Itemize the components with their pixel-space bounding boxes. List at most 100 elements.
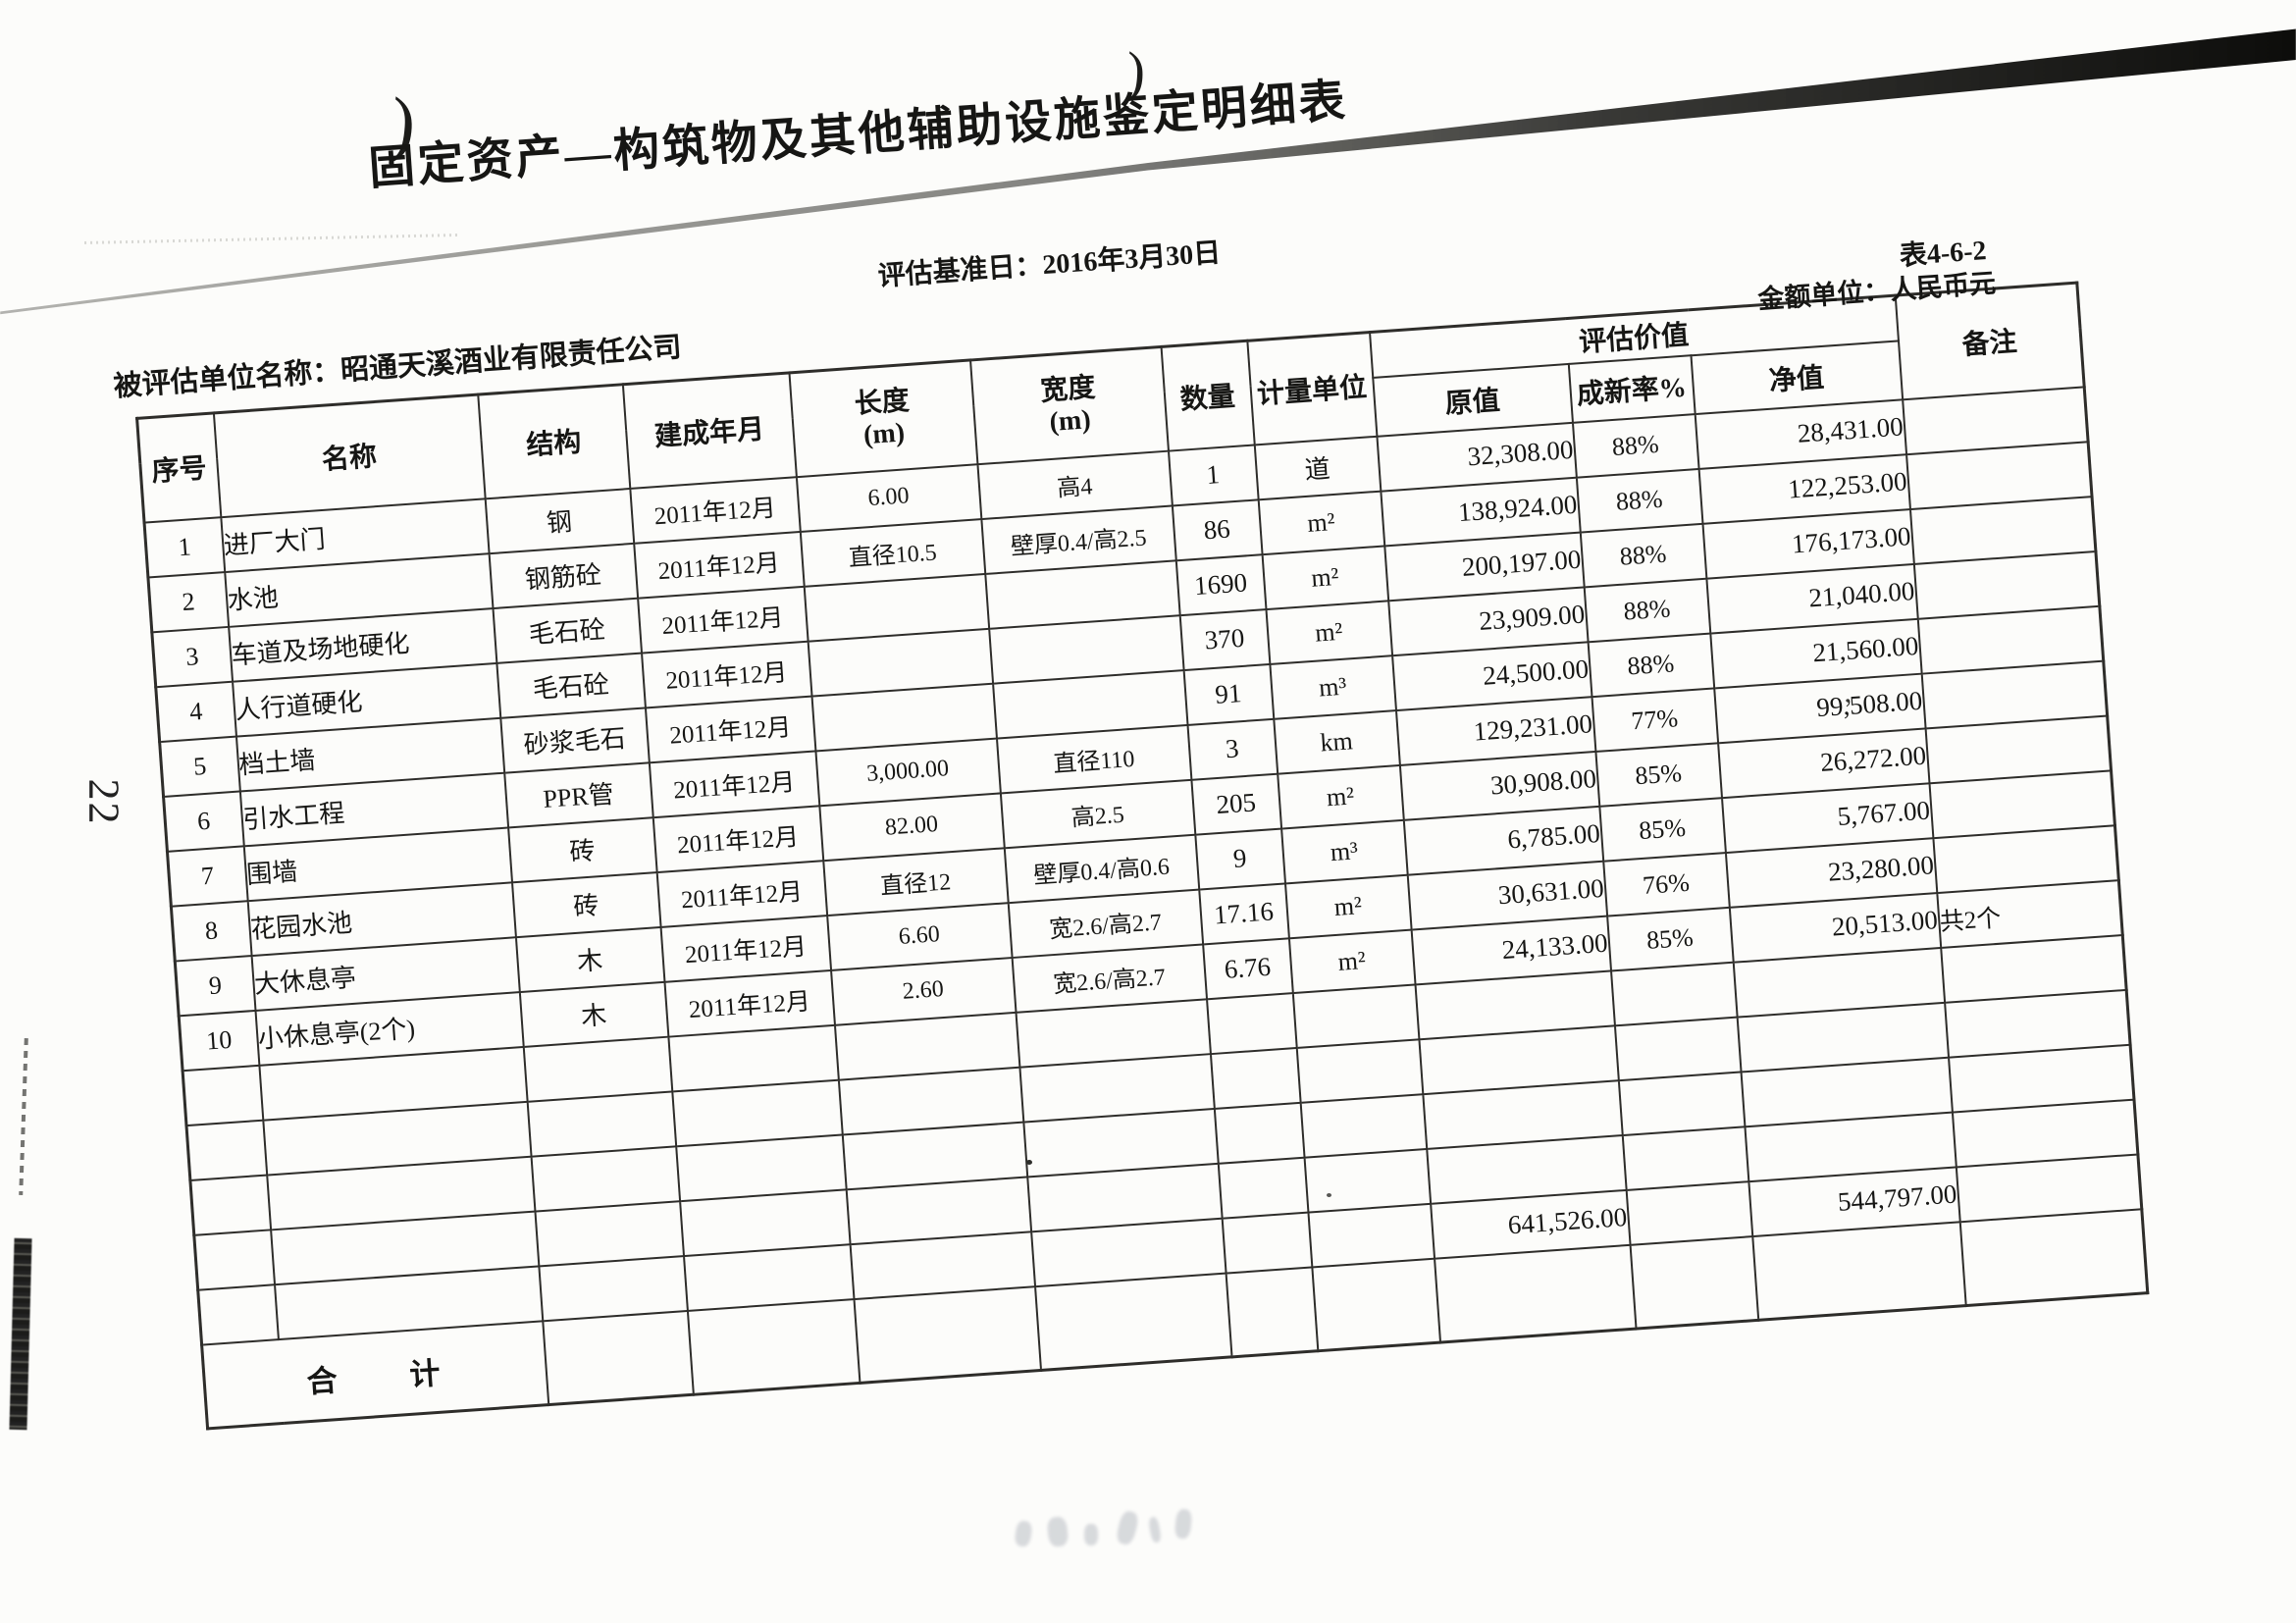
cell-qty: 86 xyxy=(1172,498,1263,560)
cell-empty xyxy=(1034,1273,1232,1371)
cell-unit: m² xyxy=(1265,600,1392,664)
cell-qty: 9 xyxy=(1194,828,1285,890)
cell-unit: m³ xyxy=(1280,819,1408,883)
cell-qty: 205 xyxy=(1190,773,1281,835)
cell-empty xyxy=(1622,1126,1748,1190)
cell-structure: 木 xyxy=(515,926,664,992)
cell-empty xyxy=(189,1175,271,1235)
cell-seq: 10 xyxy=(179,1010,259,1071)
header-width: 宽度 (m) xyxy=(969,346,1169,464)
scan-edge-artifact xyxy=(9,1237,32,1431)
bleed-through-marks xyxy=(1011,1508,1226,1568)
cell-empty xyxy=(1630,1235,1758,1330)
page-title: 固定资产—构筑物及其他辅助设施鉴定明细表 xyxy=(367,76,1350,195)
cell-empty xyxy=(1210,1047,1301,1109)
cell-structure: 毛石砼 xyxy=(496,653,646,718)
scan-speckle-artifact xyxy=(84,234,457,244)
cell-structure: 木 xyxy=(519,981,668,1047)
cell-structure: 毛石砼 xyxy=(492,598,642,663)
cell-structure: 钢 xyxy=(485,488,634,553)
cell-seq: 2 xyxy=(147,571,229,632)
cell-unit: km xyxy=(1273,709,1400,774)
cell-structure: 砂浆毛石 xyxy=(499,707,650,773)
cell-qty: 370 xyxy=(1179,608,1270,670)
cell-unit: m² xyxy=(1262,546,1388,609)
cell-empty xyxy=(1610,962,1738,1025)
cell-seq: 6 xyxy=(163,791,244,852)
cell-rate: 88% xyxy=(1576,468,1702,533)
cell-empty xyxy=(185,1120,267,1180)
cell-qty: 17.16 xyxy=(1198,882,1289,944)
header-structure: 结构 xyxy=(477,384,630,498)
cell-empty xyxy=(542,1310,694,1405)
cell-rate: 88% xyxy=(1580,523,1706,587)
cell-qty: 91 xyxy=(1183,663,1274,725)
cell-empty xyxy=(1304,1148,1431,1213)
appraisal-base-date: 评估基准日：2016年3月30日 xyxy=(876,237,1223,292)
cell-empty xyxy=(1626,1180,1752,1245)
cell-empty xyxy=(1214,1102,1305,1164)
cell-seq: 5 xyxy=(159,736,240,797)
cell-empty xyxy=(1434,1244,1637,1343)
table-body: 1 进厂大门钢 2011年12月 6.00 高4 1 道 32,308.00 88% 28,431… xyxy=(143,386,2138,1290)
cell-rate: 85% xyxy=(1606,907,1734,970)
page-number: 22 xyxy=(79,778,129,826)
cell-empty xyxy=(183,1065,263,1126)
cell-empty xyxy=(1311,1258,1440,1351)
cell-empty xyxy=(1959,1208,2148,1306)
cell-seq: 9 xyxy=(175,955,255,1016)
cell-qty: 1 xyxy=(1168,445,1259,506)
cell-unit: m² xyxy=(1277,764,1404,829)
header-name: 名称 xyxy=(213,394,486,517)
cell-empty xyxy=(1218,1157,1308,1219)
cell-empty xyxy=(1300,1093,1427,1158)
document-content: 固定资产—构筑物及其他辅助设施鉴定明细表 评估基准日：2016年3月30日 表4… xyxy=(113,76,2164,1431)
cell-empty xyxy=(1222,1212,1312,1274)
cell-seq: 1 xyxy=(143,516,225,577)
cell-rate: 88% xyxy=(1572,413,1699,478)
appraisal-table: 序号 名称 结构 建成年月 长度 (m) 宽度 (m) 数量 计量单位 评估价值 xyxy=(135,281,2150,1431)
cell-empty xyxy=(1614,1017,1742,1080)
header-length: 长度 (m) xyxy=(788,360,977,477)
cell-seq: 7 xyxy=(167,845,248,907)
cell-rate: 76% xyxy=(1602,852,1730,916)
cell-unit: m² xyxy=(1258,491,1384,554)
cell-empty xyxy=(687,1298,860,1395)
cell-empty xyxy=(1206,992,1297,1054)
cell-empty xyxy=(531,1145,680,1212)
cell-unit: m² xyxy=(1284,874,1412,938)
header-seq: 序号 xyxy=(136,412,221,523)
cell-qty: 1690 xyxy=(1175,553,1266,615)
cell-empty xyxy=(853,1285,1041,1384)
cell-empty xyxy=(1751,1221,1966,1321)
cell-structure: 钢筋砼 xyxy=(489,543,638,608)
cell-rate: 88% xyxy=(1588,633,1714,697)
cell-unit: m³ xyxy=(1269,654,1396,719)
cell-structure: 砖 xyxy=(507,816,657,882)
cell-qty: 6.76 xyxy=(1202,937,1293,999)
cell-structure: PPR管 xyxy=(503,761,653,828)
cell-unit: 道 xyxy=(1254,436,1381,499)
cell-empty xyxy=(1226,1266,1318,1357)
ink-speck xyxy=(1327,1193,1331,1197)
cell-seq: 4 xyxy=(155,681,236,742)
cell-empty xyxy=(1296,1038,1423,1103)
cell-empty xyxy=(1292,983,1419,1048)
header-unit: 计量单位 xyxy=(1246,332,1377,445)
cell-empty xyxy=(1307,1203,1435,1267)
cell-empty xyxy=(534,1200,684,1266)
header-qty: 数量 xyxy=(1161,340,1255,451)
cell-rate: 88% xyxy=(1584,578,1710,642)
cell-seq: 8 xyxy=(171,900,252,962)
ink-speck xyxy=(1026,1160,1032,1165)
header-newness-rate: 成新率% xyxy=(1568,354,1696,423)
cell-rate: 77% xyxy=(1591,687,1718,752)
cell-empty xyxy=(538,1255,688,1321)
cell-structure: 砖 xyxy=(511,871,661,937)
cell-empty xyxy=(523,1036,672,1102)
cell-seq: 3 xyxy=(151,626,233,687)
cell-empty xyxy=(1618,1072,1745,1135)
cell-empty xyxy=(193,1229,275,1290)
cell-unit: m² xyxy=(1288,929,1415,993)
